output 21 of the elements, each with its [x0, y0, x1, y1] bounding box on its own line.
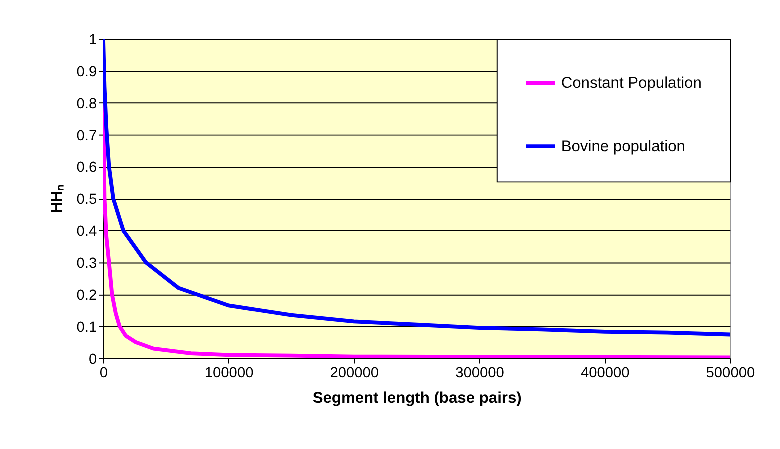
y-tick-label: 0.6 [76, 160, 98, 176]
x-axis-title: Segment length (base pairs) [312, 390, 522, 407]
y-tick-label: 0.5 [76, 192, 98, 208]
legend-label: Bovine population [561, 138, 686, 156]
y-tick-label: 0 [88, 352, 98, 368]
x-tick-label: 500000 [706, 365, 756, 382]
y-tick-label: 0.4 [76, 224, 98, 240]
y-tick-label: 0.7 [76, 128, 98, 144]
y-axis-title: HHₙ [49, 184, 66, 214]
x-tick-label: 200000 [330, 365, 380, 382]
legend-label: Constant Population [561, 74, 702, 92]
x-tick-label: 100000 [204, 365, 254, 382]
y-tick-label: 0.3 [76, 256, 98, 272]
y-tick-label: 0.9 [76, 64, 98, 80]
x-tick-label: 0 [100, 365, 108, 382]
y-tick-label: 0.1 [76, 320, 98, 336]
y-tick-label: 0.2 [76, 288, 98, 304]
y-tick-label: 0.8 [76, 96, 98, 112]
y-tick-label: 1 [88, 32, 98, 49]
x-tick-label: 300000 [456, 365, 504, 382]
x-tick-label: 400000 [580, 365, 630, 382]
